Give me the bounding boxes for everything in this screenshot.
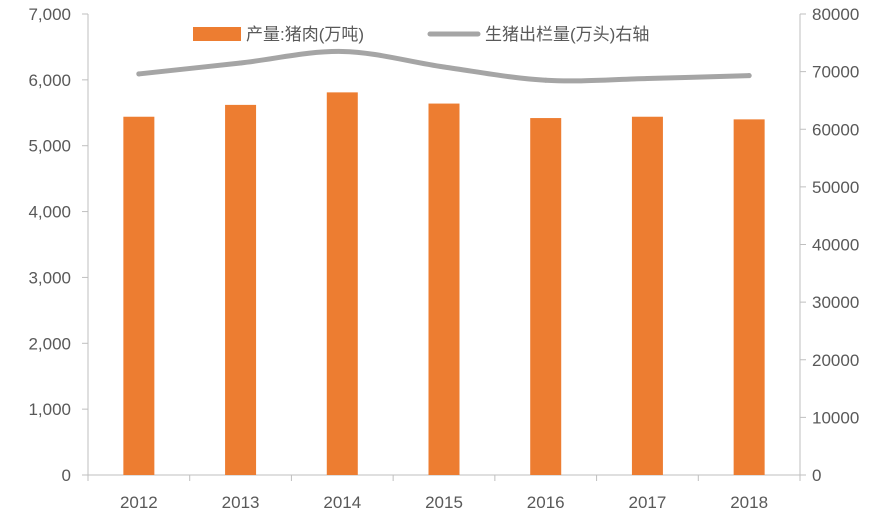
y-axis-right-tick-label: 50000 <box>812 178 859 197</box>
y-axis-left-tick-label: 5,000 <box>28 137 71 156</box>
y-axis-right-tick-label: 20000 <box>812 351 859 370</box>
x-axis-tick-label: 2017 <box>629 493 667 512</box>
line-point <box>441 64 447 70</box>
y-axis-right-tick-label: 10000 <box>812 408 859 427</box>
bar <box>326 92 358 476</box>
x-axis-tick-label: 2016 <box>527 493 565 512</box>
line-point <box>238 60 244 66</box>
y-axis-right-tick-label: 0 <box>812 466 821 485</box>
y-axis-left-tick-label: 6,000 <box>28 71 71 90</box>
y-axis-left-tick-label: 2,000 <box>28 334 71 353</box>
y-axis-left-tick-label: 7,000 <box>28 5 71 24</box>
line-point <box>543 77 549 83</box>
bar <box>733 119 765 475</box>
line-point <box>339 48 345 54</box>
legend-bar-swatch <box>193 27 241 41</box>
legend: 产量:猪肉(万吨) 生猪出栏量(万头)右轴 <box>193 25 649 44</box>
y-axis-left-tick-label: 0 <box>62 466 71 485</box>
line-point <box>746 73 752 79</box>
line-series <box>136 48 752 84</box>
y-axis-left-tick-label: 3,000 <box>28 268 71 287</box>
bar <box>530 118 562 475</box>
x-axis-tick-label: 2012 <box>120 493 158 512</box>
bar <box>631 116 663 475</box>
bar <box>428 103 460 476</box>
x-axis-tick-label: 2014 <box>323 493 361 512</box>
x-axis-tick-label: 2013 <box>222 493 260 512</box>
x-axis-tick-label: 2015 <box>425 493 463 512</box>
line-point <box>644 76 650 82</box>
y-axis-right-tick-label: 70000 <box>812 63 859 82</box>
y-axis-right-tick-label: 60000 <box>812 120 859 139</box>
y-axis-left-tick-label: 1,000 <box>28 400 71 419</box>
y-axis-right-tick-label: 40000 <box>812 236 859 255</box>
bar-series <box>123 92 765 476</box>
axes: 0 1,000 2,000 3,000 4,000 5,000 6,000 7,000 0 100… <box>28 5 859 512</box>
y-axis-left-tick-label: 4,000 <box>28 203 71 222</box>
legend-bar-label: 产量:猪肉(万吨) <box>246 25 364 44</box>
y-axis-right-tick-label: 80000 <box>812 5 859 24</box>
y-axis-right-tick-label: 30000 <box>812 293 859 312</box>
bar <box>123 116 155 475</box>
legend-line-label: 生猪出栏量(万头)右轴 <box>485 25 649 44</box>
bar <box>225 104 257 475</box>
line-point <box>136 71 142 77</box>
x-axis-tick-label: 2018 <box>730 493 768 512</box>
